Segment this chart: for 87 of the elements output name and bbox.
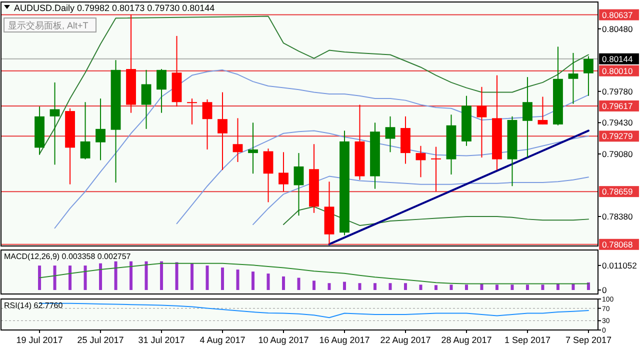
candlestick (294, 152, 304, 216)
annotation: 显示交易面板, Alt+T (8, 20, 89, 30)
line-series (252, 176, 589, 226)
bar (358, 283, 362, 290)
chart-title: MACD(12,26,9) 0.003358 0.002757 (4, 252, 132, 261)
candlestick (248, 122, 258, 174)
ref-line-label: 0.80144 (602, 54, 633, 64)
bar (526, 284, 529, 290)
ref-line-label: 0.78068 (602, 239, 633, 250)
bar (450, 284, 453, 290)
candlestick (187, 98, 197, 125)
x-tick-label: 16 Aug 2017 (319, 335, 370, 345)
candlestick (278, 152, 288, 192)
bar (130, 261, 133, 290)
bar (206, 266, 209, 290)
bar (328, 283, 331, 290)
chart-title: AUDUSD.Daily 0.79982 0.80173 0.79730 0.80144 (14, 3, 215, 13)
bar (388, 283, 392, 290)
candlestick (416, 145, 426, 178)
y-tick-label: 0.79430 (602, 118, 633, 128)
x-tick-label: 22 Aug 2017 (380, 335, 431, 345)
bar (404, 283, 407, 290)
x-tick-label: 1 Sep 2017 (504, 335, 550, 345)
line-series (54, 69, 589, 229)
ref-line-label: 0.79279 (602, 131, 633, 142)
bar (419, 284, 422, 290)
bar (342, 282, 346, 290)
candlestick (568, 52, 578, 104)
candlestick (232, 118, 243, 162)
candlestick (50, 82, 60, 166)
bar (84, 266, 87, 290)
bar (495, 284, 498, 290)
bar (586, 282, 590, 290)
x-tick-label: 7 Sep 2017 (565, 335, 612, 345)
bar (266, 274, 270, 290)
candlestick (476, 86, 487, 158)
bar (160, 261, 164, 290)
x-tick-label: 28 Aug 2017 (441, 335, 492, 345)
y-tick-label: 0.80480 (602, 24, 633, 34)
bar (282, 276, 286, 290)
y-tick-label: 0.011052 (602, 260, 638, 270)
bar (373, 283, 376, 290)
candlestick (538, 96, 548, 125)
bar (221, 268, 224, 290)
x-tick-label: 19 Jul 2017 (16, 335, 63, 345)
candlestick (202, 98, 212, 150)
ref-line-label: 0.79617 (602, 100, 633, 111)
x-tick-label: 4 Aug 2017 (200, 335, 246, 345)
bar (114, 261, 118, 290)
candlestick (156, 68, 166, 114)
candlestick (385, 116, 396, 153)
bar (175, 262, 178, 290)
ref-line-label: 0.80010 (602, 66, 633, 76)
ref-line-label: 0.78659 (602, 186, 633, 197)
line-series (176, 130, 589, 224)
candlestick (522, 76, 532, 158)
bar (297, 278, 300, 290)
bar (68, 266, 72, 290)
x-tick-label: 31 Jul 2017 (138, 335, 185, 345)
candlestick (218, 92, 228, 171)
y-tick-label: 0.79780 (602, 86, 633, 96)
candlestick (141, 69, 152, 130)
bar (144, 261, 148, 290)
bar (38, 266, 42, 290)
x-tick-label: 10 Aug 2017 (258, 335, 309, 345)
bar (541, 284, 544, 290)
candlestick (96, 98, 106, 161)
bar (53, 266, 56, 290)
bar (236, 270, 240, 290)
candlestick (263, 148, 274, 203)
y-tick-label: 0.78380 (602, 211, 633, 222)
bar (99, 263, 102, 290)
candlestick (431, 146, 441, 192)
bar (252, 272, 255, 290)
ref-line-label: 0.80637 (602, 10, 633, 20)
y-tick-label: 0 (602, 284, 607, 295)
y-tick-label: 0.79080 (602, 148, 633, 159)
bar (510, 284, 514, 290)
candlestick (584, 56, 594, 96)
bar (464, 284, 468, 290)
candlestick (80, 102, 90, 160)
line-series (283, 206, 589, 226)
line-series (39, 262, 589, 284)
bar (312, 280, 316, 290)
bar (190, 263, 194, 290)
bar (434, 285, 438, 290)
x-tick-label: 25 Jul 2017 (77, 335, 124, 345)
